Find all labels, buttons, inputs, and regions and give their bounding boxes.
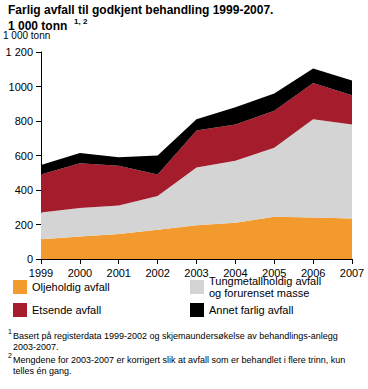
svg-text:1 000 tonn: 1 000 tonn [8,19,68,33]
svg-text:og forurenset masse: og forurenset masse [209,287,309,299]
svg-text:2: 2 [8,352,12,359]
svg-text:Basert på registerdata 1999-20: Basert på registerdata 1999-2002 og skje… [13,331,340,341]
svg-text:Annet farlig avfall: Annet farlig avfall [209,304,293,316]
svg-text:Mengdene for 2003-2007 er korr: Mengdene for 2003-2007 er korrigert slik… [13,355,348,365]
svg-text:1000: 1000 [9,81,33,93]
svg-text:Tungmetallholdig avfall: Tungmetallholdig avfall [209,275,324,287]
svg-text:2007: 2007 [340,267,364,279]
svg-text:Oljeholdig avfall: Oljeholdig avfall [32,281,110,293]
svg-text:1: 1 [8,328,12,335]
svg-text:Farlig avfall til godkjent beh: Farlig avfall til godkjent behandling 19… [8,3,273,17]
svg-text:2005: 2005 [262,266,287,279]
svg-text:600: 600 [15,150,33,162]
svg-text:1, 2: 1, 2 [74,17,88,26]
svg-text:2001: 2001 [107,267,131,279]
svg-text:telles én gang.: telles én gang. [13,366,72,376]
svg-text:800: 800 [15,115,33,127]
svg-text:1 200: 1 200 [5,46,33,58]
svg-text:2000: 2000 [68,267,92,279]
svg-text:0: 0 [27,253,33,265]
svg-text:400: 400 [15,184,33,196]
svg-text:1999: 1999 [29,267,53,279]
svg-text:1 000 tonn: 1 000 tonn [3,30,50,41]
svg-text:Etsende avfall: Etsende avfall [32,304,101,316]
svg-text:2006: 2006 [300,266,326,279]
svg-text:2004: 2004 [223,266,248,279]
svg-text:2002: 2002 [145,267,169,279]
svg-text:200: 200 [15,219,33,231]
svg-text:2003-2007.: 2003-2007. [13,342,59,352]
svg-text:2003: 2003 [184,267,208,279]
